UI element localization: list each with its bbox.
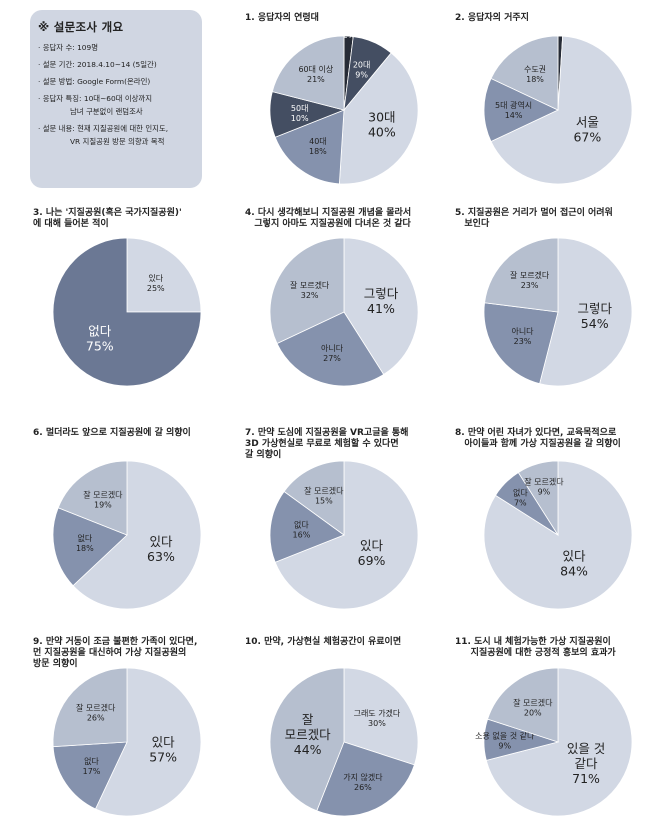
chart-1-title: 1. 응답자의 연령대 [245,13,319,23]
pie-label-아니다: 아니다 27% [321,343,344,363]
pie-chart-children: 있다 84% 없다 7%잘 모르겠다 9% [483,460,633,610]
pie-slice-잘-모르겠다 [52,667,128,748]
pie-slice-5대-광역시 [483,77,559,143]
pie-slice-있다 [126,237,202,313]
pie-label-있다: 있다 69% [358,538,386,568]
pie-label-잘-모르겠다: 잘 모르겠다 26% [76,703,116,723]
overview-item-method: · 설문 방법: Google Form(온라인) [38,77,151,86]
pie-slice-잘-모르겠다 [487,667,559,743]
pie-label-서울: 서울 67% [573,114,601,144]
pie-slice-있다 [274,460,419,610]
pie-slice-40대 [274,109,345,185]
overview-item-period: · 설문 기간: 2018.4.10~14 (5일간) [38,60,157,69]
pie-label-있다: 있다 63% [147,534,175,564]
pie-label-있을-것-같다: 있을 것 같다 71% [567,741,605,786]
pie-label-없다: 없다 7% [513,488,528,507]
pie-label-없다: 없다 16% [293,521,311,540]
pie-label-있다: 있다 84% [560,549,588,579]
pie-chart-age: 10대 2% 20대 9% 30대 40% 40대 18%50대 10% 60대 이상 21% [269,21,419,185]
pie-label-잘-모르겠다: 잘 모르겠다 19% [83,490,123,510]
pie-slice-잘-모르겠다 [283,460,345,536]
pie-label-잘-모르겠다: 잘 모르겠다 32% [290,280,330,300]
chart-3-title: 3. 나는 '지질공원(혹은 국가지질공원)' 에 대해 들어본 적이 [33,208,182,229]
pie-label-잘-모르겠다: 잘 모르겠다 23% [510,270,550,290]
pie-label-잘-모르겠다: 잘 모르겠다 9% [524,477,564,497]
pie-label-소용-없을-것-같다: 소용 없을 것 같다 9% [475,730,535,750]
pie-label-없다: 없다 75% [86,324,114,354]
pie-slice-아니다 [276,311,385,387]
chart-10-title: 10. 만약, 가상현실 체험공간이 유료이면 [245,637,402,647]
pie-label-잘-모르겠다: 잘 모르겠다 20% [513,697,553,717]
pie-slice-아니다 [483,302,559,385]
pie-slice-잘-모르겠다 [484,237,559,313]
pie-slice-잘-모르겠다 [57,460,128,536]
pie-slice-있다 [72,460,202,610]
overview-item-features-cont: 남녀 구분없이 랜덤조사 [70,107,143,116]
overview-item-features: · 응답자 특징: 10대~60대 이상까지 [38,94,153,103]
pie-slice-있다 [94,667,202,817]
pie-label-그렇다: 그렇다 54% [577,301,612,331]
chart-9-title: 9. 만약 거동이 조금 불편한 가족이 있다면, 먼 지질공원을 대신하여 가… [33,637,198,669]
pie-label-없다: 없다 17% [83,757,101,776]
pie-slice-그렇다 [343,237,419,376]
pie-label-20대: 20대 9% [353,60,371,79]
pie-label-10대: 10대 2% [340,21,358,40]
pie-label-그래도-가겠다: 그래도 가겠다 30% [354,708,401,728]
pie-slice-서울 [490,35,633,185]
pie-chart-distance: 그렇다 54% 아니다 23% 잘 모르겠다 23% [483,237,633,387]
pie-chart-heard-of: 있다 25% 없다 75% [52,237,202,387]
pie-label-50대: 50대 10% [291,104,309,123]
pie-slice-30대 [338,52,419,185]
pie-label-60대-이상: 60대 이상 21% [298,64,333,84]
survey-overview-title: ※ 설문조사 개요 [38,20,124,34]
pie-slice-없다 [52,507,128,587]
pie-slice-잘-모르겠다 [269,667,345,812]
pie-chart-residence: 기타 1% 서울 67% 5대 광역시 14% 수도권 18% [483,18,633,185]
chart-6-title: 6. 멀더라도 앞으로 지질공원에 갈 의향이 [33,428,191,438]
overview-item-respondents: · 응답자 수: 109명 [38,43,98,52]
pie-chart-promotion: 있을 것 같다 71% 소용 없을 것 같다 9% 잘 모르겠다 20% [475,667,633,817]
pie-label-잘-모르겠다: 잘 모르겠다 15% [304,485,344,505]
pie-chart-intent: 있다 63% 없다 18% 잘 모르겠다 19% [52,460,202,610]
overview-item-content-cont: VR 지질공원 방문 의향과 목적 [70,137,165,146]
pie-chart-family: 있다 57% 없다 17% 잘 모르겠다 26% [52,667,202,817]
pie-label-30대: 30대 40% [368,109,396,139]
pie-slice-가지-않겠다 [316,741,415,817]
pie-label-있다: 있다 25% [147,273,165,293]
pie-slice-그래도-가겠다 [343,667,419,766]
chart-8-title: 8. 만약 어린 자녀가 있다면, 교육목적으로 아이들과 함께 가상 지질공원… [455,428,621,449]
pie-label-그렇다: 그렇다 41% [364,286,399,316]
chart-7-title: 7. 만약 도심에 지질공원을 VR고글을 통해 3D 가상현실로 무료로 체험… [245,428,409,460]
pie-slice-없다 [269,490,345,563]
pie-label-기타: 기타 1% [553,18,568,37]
pie-chart-visited: 그렇다 41% 아니다 27% 잘 모르겠다 32% [269,237,419,387]
pie-label-잘-모르겠다: 잘 모르겠다 44% [285,712,332,757]
pie-label-아니다: 아니다 23% [511,326,534,346]
overview-item-content: · 설문 내용: 현재 지질공원에 대한 인지도, [38,124,169,133]
pie-chart-vr-intent: 있다 69% 없다 16% 잘 모르겠다 15% [269,460,419,610]
chart-4-title: 4. 다시 생각해보니 지질공원 개념을 몰라서 그렇지 아마도 지질공원에 다… [245,208,412,229]
pie-label-있다: 있다 57% [149,735,177,765]
pie-label-수도권: 수도권 18% [524,64,546,84]
chart-2-title: 2. 응답자의 거주지 [455,13,529,23]
pie-slice-없다 [52,741,128,810]
pie-slice-수도권 [490,35,559,111]
pie-label-5대-광역시: 5대 광역시 14% [495,100,532,120]
chart-5-title: 5. 지질공원은 거리가 멀어 접근이 어려워 보인다 [455,208,613,229]
pie-slice-없다 [52,237,202,387]
pie-slice-잘-모르겠다 [517,460,559,537]
pie-label-없다: 없다 18% [76,534,94,553]
survey-overview-box: ※ 설문조사 개요 · 응답자 수: 109명 · 설문 기간: 2018.4.… [30,10,202,188]
pie-slice-잘-모르겠다 [269,237,345,345]
pie-slice-그렇다 [539,237,633,387]
chart-11-title: 11. 도시 내 체험가능한 가상 지질공원이 지질공원에 대한 긍정적 홍보의… [455,637,616,658]
pie-chart-paid: 그래도 가겠다 30% 가지 않겠다 26% 잘 모르겠다 44% [269,667,419,817]
pie-slice-60대-이상 [271,35,345,111]
pie-label-40대: 40대 18% [309,137,327,156]
pie-label-가지-않겠다: 가지 않겠다 26% [343,772,383,792]
